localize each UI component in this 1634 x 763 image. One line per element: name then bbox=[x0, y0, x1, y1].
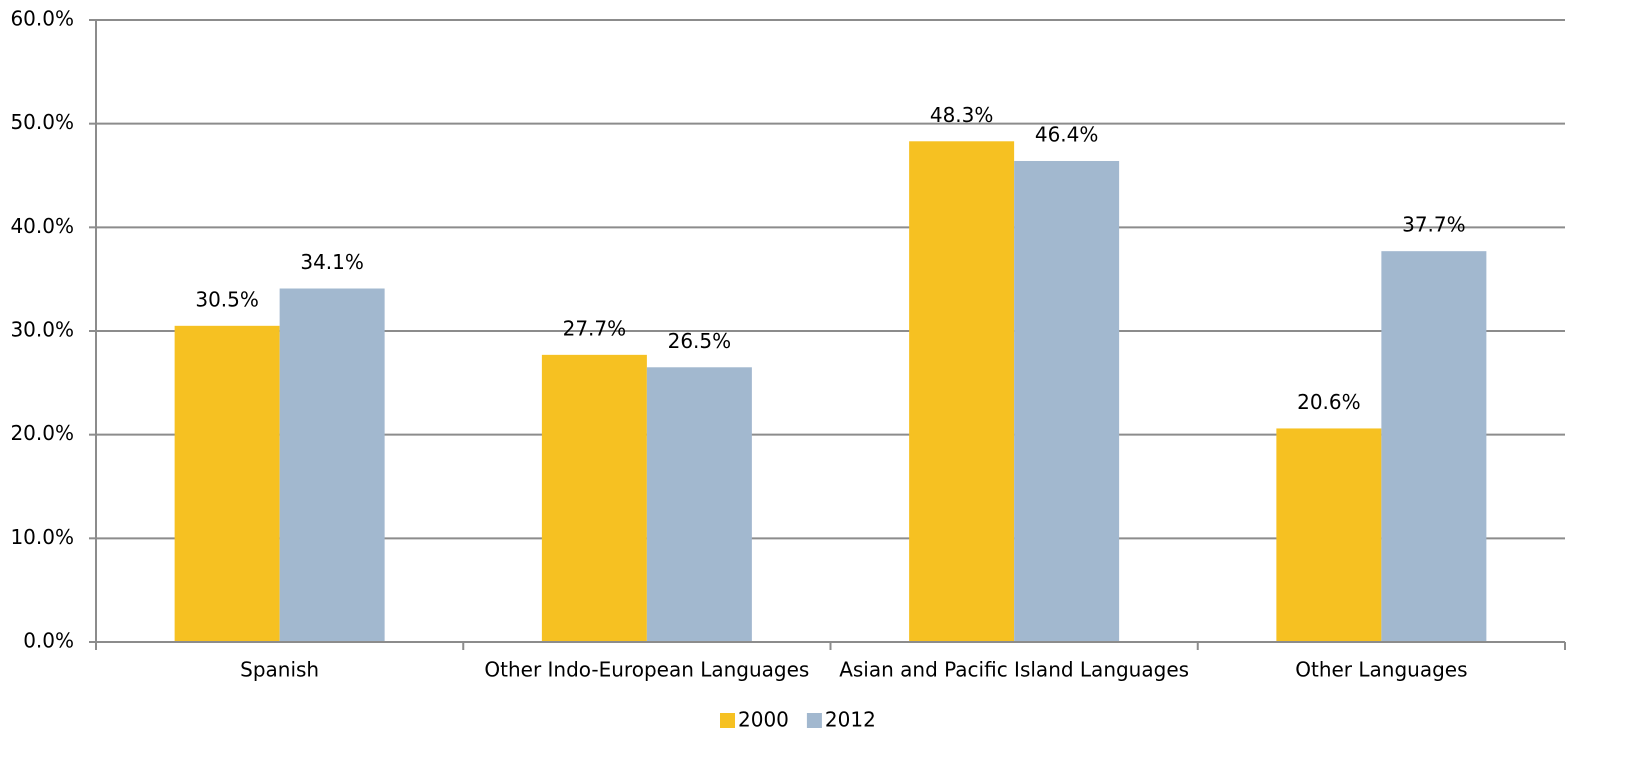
value-label: 30.5% bbox=[195, 287, 259, 311]
value-label: 46.4% bbox=[1035, 122, 1099, 146]
bar bbox=[279, 288, 385, 642]
y-tick-label: 30.0% bbox=[10, 318, 74, 342]
value-label: 37.7% bbox=[1402, 213, 1466, 237]
x-tick-label: Other Indo-European Languages bbox=[484, 658, 809, 682]
value-label: 26.5% bbox=[668, 329, 732, 353]
bar bbox=[1381, 251, 1487, 642]
value-label: 20.6% bbox=[1297, 390, 1361, 414]
legend-label: 2000 bbox=[738, 708, 789, 732]
x-tick-label: Other Languages bbox=[1295, 658, 1467, 682]
bar bbox=[646, 367, 752, 642]
value-label: 27.7% bbox=[563, 316, 627, 340]
bar bbox=[1276, 428, 1382, 642]
y-tick-label: 0.0% bbox=[23, 629, 74, 653]
bar bbox=[909, 141, 1015, 643]
legend-swatch bbox=[806, 713, 822, 728]
y-tick-label: 50.0% bbox=[10, 110, 74, 134]
y-tick-label: 20.0% bbox=[10, 421, 74, 445]
y-tick-label: 10.0% bbox=[10, 525, 74, 549]
value-label: 48.3% bbox=[930, 103, 994, 127]
y-tick-label: 60.0% bbox=[10, 7, 74, 31]
bar bbox=[174, 325, 280, 642]
bar bbox=[541, 354, 647, 642]
y-tick-label: 40.0% bbox=[10, 214, 74, 238]
legend-swatch bbox=[720, 713, 735, 728]
value-label: 34.1% bbox=[300, 250, 364, 274]
legend-label: 2012 bbox=[825, 708, 876, 732]
bar bbox=[1014, 160, 1120, 642]
x-tick-label: Asian and Pacific Island Languages bbox=[839, 658, 1189, 682]
x-tick-label: Spanish bbox=[240, 658, 319, 682]
